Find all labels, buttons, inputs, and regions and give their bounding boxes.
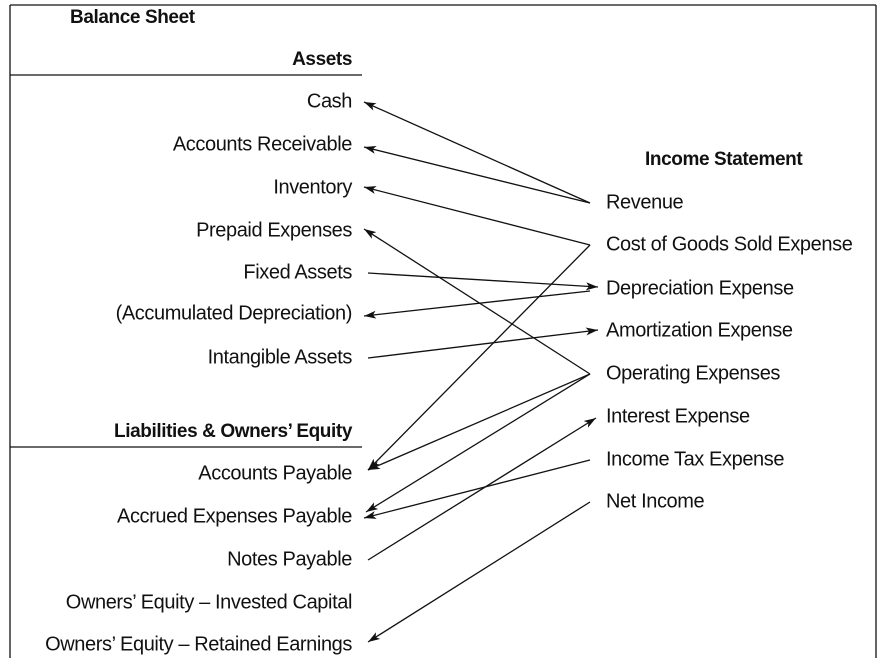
liability-item: Notes Payable <box>227 548 352 570</box>
income-item: Net Income <box>606 490 705 512</box>
frame <box>9 4 877 658</box>
income-item: Interest Expense <box>606 405 750 427</box>
asset-item: Inventory <box>273 176 352 198</box>
income-item: Cost of Goods Sold Expense <box>606 233 853 255</box>
liability-item: Owners’ Equity – Retained Earnings <box>45 633 352 655</box>
liability-item: Accrued Expenses Payable <box>117 505 352 527</box>
income-item: Depreciation Expense <box>606 277 794 299</box>
income-item: Amortization Expense <box>606 319 793 341</box>
liability-item: Owners’ Equity – Invested Capital <box>66 591 352 613</box>
asset-item: Intangible Assets <box>208 346 353 368</box>
arrows <box>363 101 599 643</box>
income-item: Income Tax Expense <box>606 448 784 470</box>
income-statement-title: Income Statement <box>645 149 803 170</box>
income-item: Operating Expenses <box>606 362 780 384</box>
income-item: Revenue <box>606 191 684 213</box>
asset-item: Prepaid Expenses <box>196 219 352 241</box>
balance-sheet-title: Balance Sheet <box>70 7 196 28</box>
asset-item: Cash <box>307 90 352 112</box>
asset-item: (Accumulated Depreciation) <box>116 302 352 324</box>
asset-item: Fixed Assets <box>243 261 352 283</box>
liabilities-heading: Liabilities & Owners’ Equity <box>114 421 353 442</box>
assets-heading: Assets <box>292 49 352 70</box>
items: Cash Accounts Receivable Inventory Prepaid … <box>45 90 853 655</box>
asset-item: Accounts Receivable <box>173 133 352 155</box>
liability-item: Accounts Payable <box>198 462 352 484</box>
